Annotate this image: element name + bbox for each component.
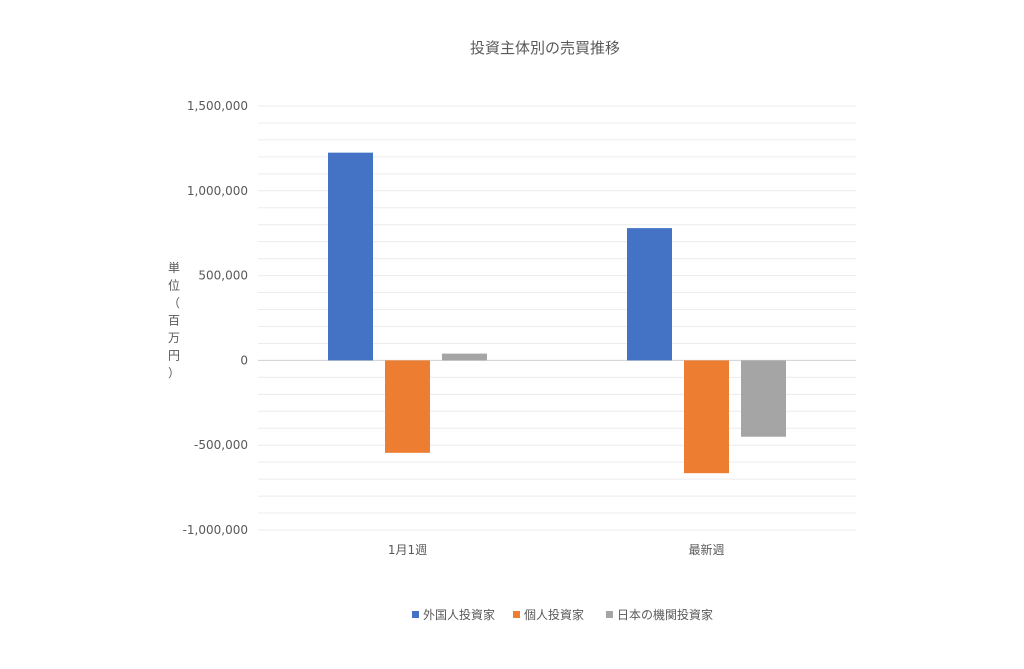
bar (684, 360, 729, 474)
legend-swatch (412, 611, 419, 618)
bar (627, 228, 672, 361)
y-tick-label: 0 (240, 353, 248, 367)
y-axis-label-char: 万 (168, 331, 180, 345)
y-tick-label: 1,500,000 (187, 99, 248, 113)
bar (741, 360, 786, 437)
y-tick-label: 500,000 (198, 269, 248, 283)
y-tick-label: -1,000,000 (183, 523, 248, 537)
y-axis-label-char: 百 (168, 314, 180, 328)
y-axis-label: 単位 （ 百万円 ） (168, 261, 180, 380)
legend-swatch (513, 611, 520, 618)
y-axis-label-char: ） (168, 366, 180, 380)
y-axis-ticks: 1,500,000 1,000,000 500,000 0 -500,000 -1,000… (183, 99, 248, 537)
x-tick-label: 1月1週 (388, 543, 427, 557)
y-axis-label-char: 単 (168, 261, 180, 275)
y-tick-label: -500,000 (194, 438, 248, 452)
legend-label: 外国人投資家 (423, 607, 495, 622)
y-axis-label-char: （ (168, 296, 180, 310)
y-tick-label: 1,000,000 (187, 184, 248, 198)
legend-label: 日本の機関投資家 (617, 607, 713, 622)
chart-title: 投資主体別の売買推移 (470, 39, 620, 57)
legend-label: 個人投資家 (524, 607, 584, 622)
bars (328, 152, 786, 474)
x-axis-labels: 1月1週 最新週 (388, 542, 725, 557)
legend-swatch (606, 611, 613, 618)
x-tick-label: 最新週 (688, 542, 724, 557)
y-axis-label-char: 位 (168, 278, 180, 293)
legend: 外国人投資家 個人投資家 日本の機関投資家 (412, 607, 713, 622)
bar (328, 152, 373, 361)
bar (385, 360, 430, 453)
y-axis-label-char: 円 (168, 349, 180, 363)
bar (442, 353, 487, 361)
